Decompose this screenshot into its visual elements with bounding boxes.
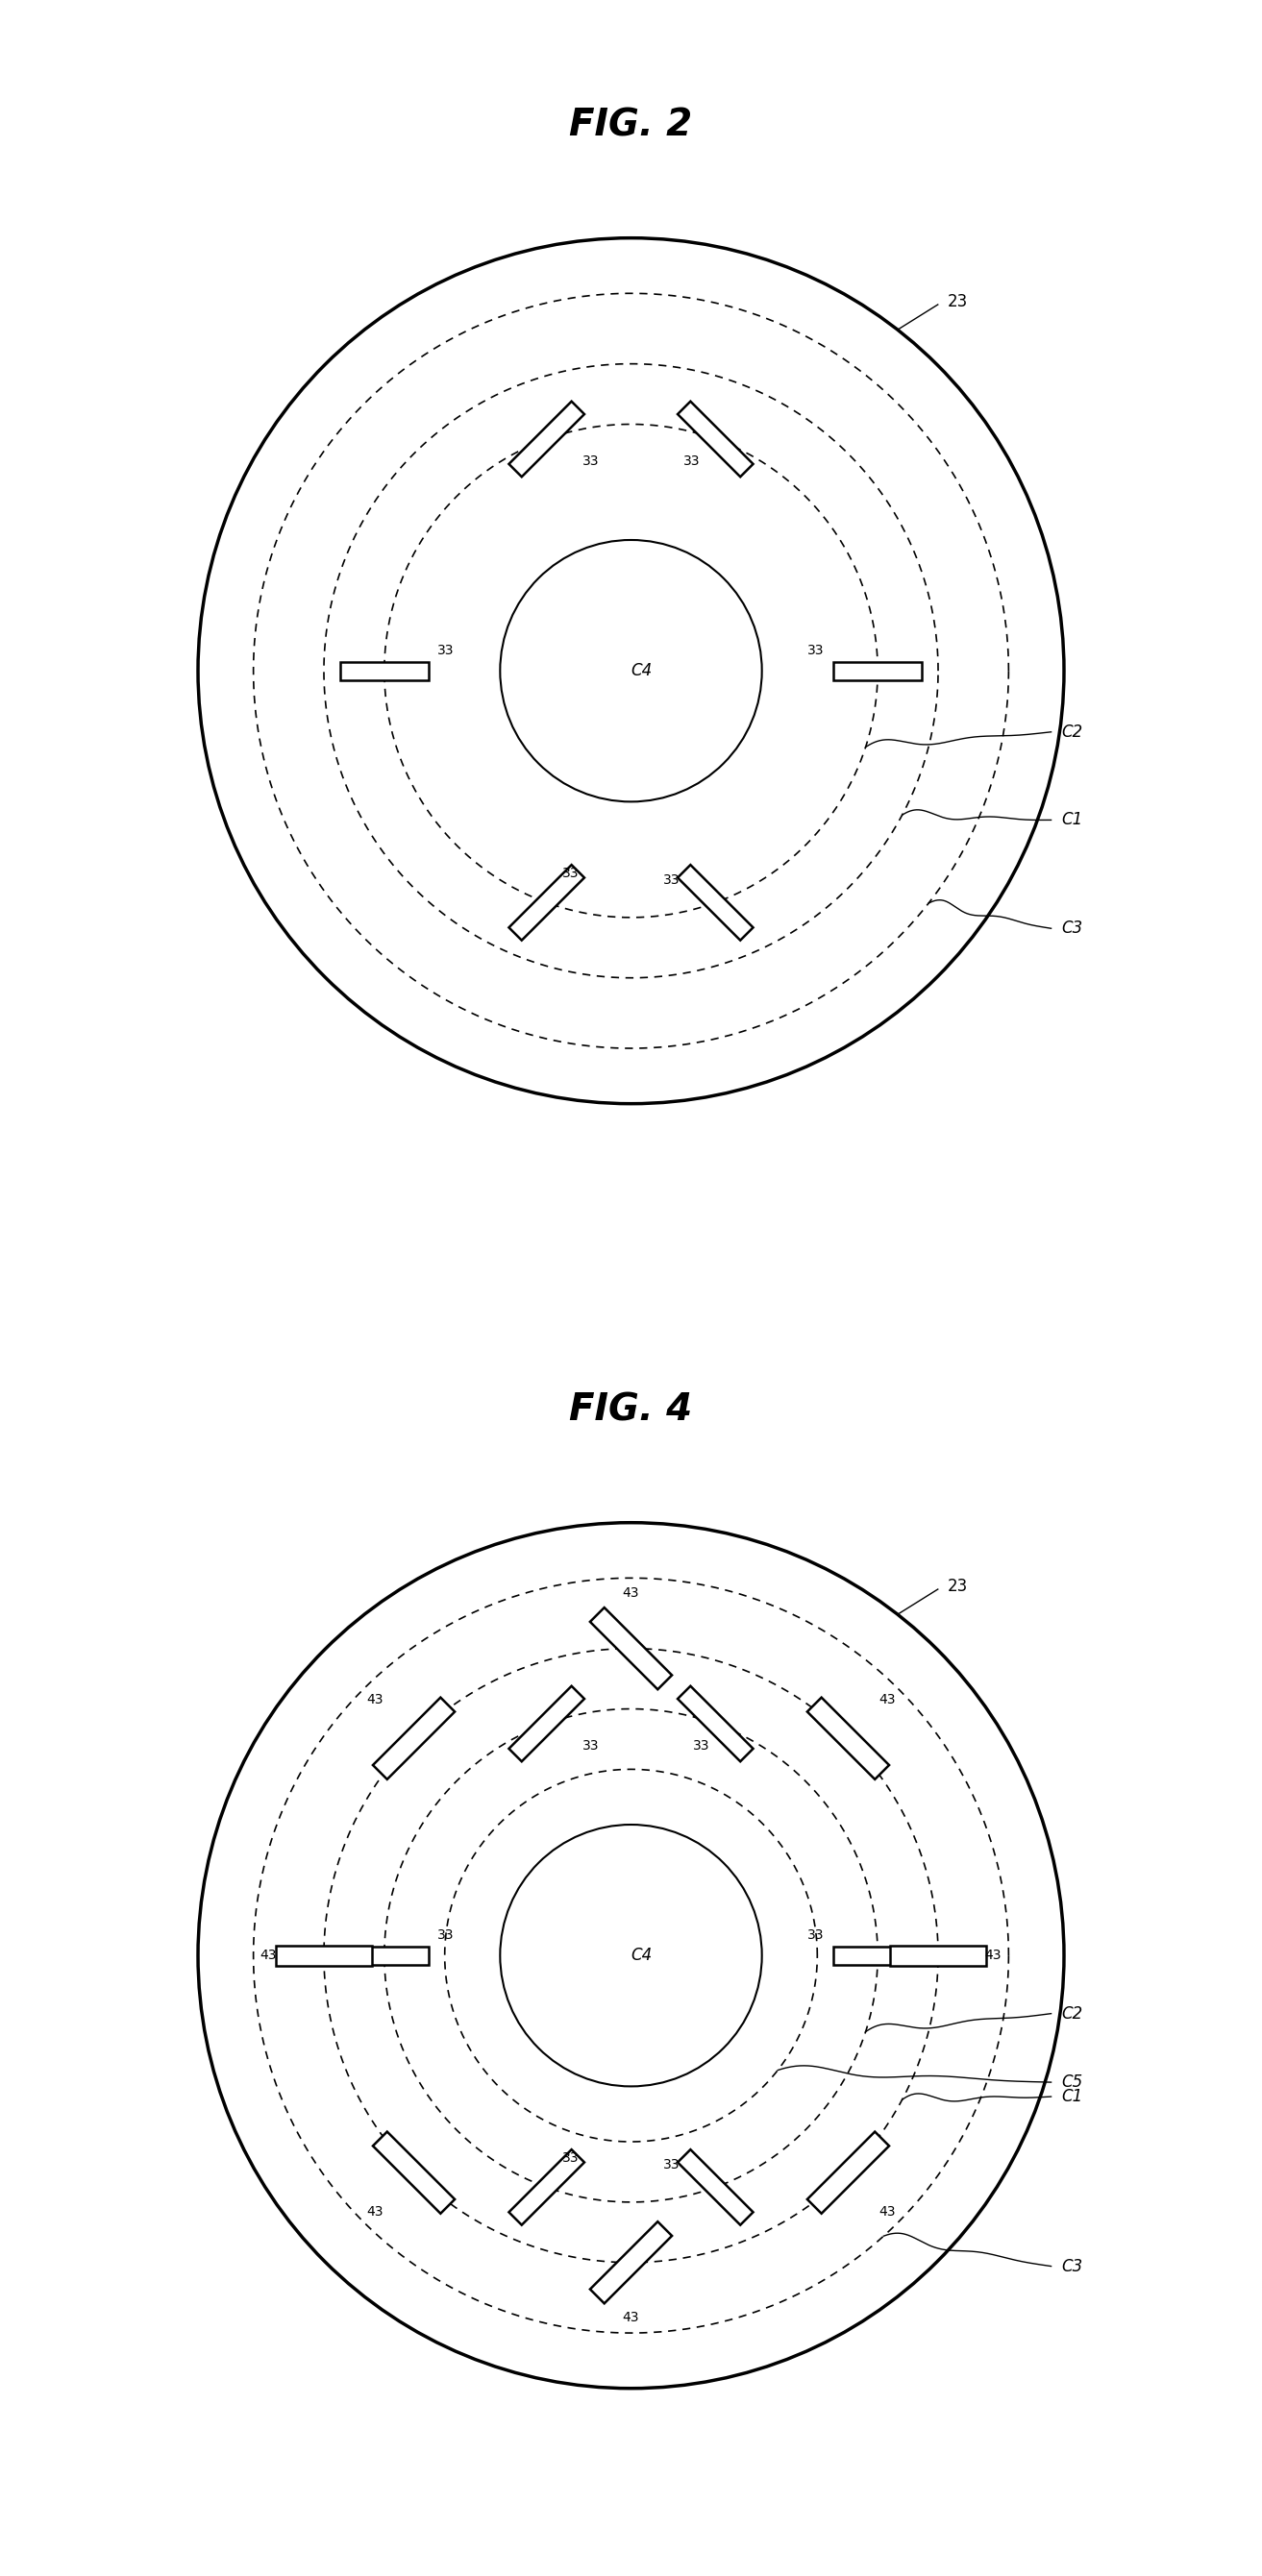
Text: C3: C3 [1061,920,1083,938]
Polygon shape [808,1698,890,1780]
Polygon shape [339,662,429,680]
Text: 43: 43 [878,1692,896,1705]
Text: FIG. 4: FIG. 4 [569,1391,693,1427]
Text: C3: C3 [1061,2257,1083,2275]
Text: 33: 33 [663,873,680,886]
Text: FIG. 2: FIG. 2 [569,108,693,144]
Text: 33: 33 [562,2151,579,2164]
Text: 33: 33 [808,1929,824,1942]
Text: 33: 33 [693,1739,711,1752]
Text: 43: 43 [622,2311,640,2324]
Polygon shape [678,1687,753,1762]
Text: C4: C4 [631,662,651,680]
Text: 43: 43 [878,2205,896,2218]
Polygon shape [509,866,584,940]
Polygon shape [890,1945,986,1965]
Polygon shape [808,2133,890,2213]
Text: 43: 43 [622,1587,640,1600]
Polygon shape [833,1947,923,1965]
Text: 33: 33 [582,453,599,469]
Polygon shape [509,1687,584,1762]
Polygon shape [678,2148,753,2226]
Text: 23: 23 [948,1577,968,1595]
Polygon shape [678,866,753,940]
Text: 33: 33 [582,1739,599,1752]
Text: 33: 33 [438,1929,454,1942]
Text: C1: C1 [1061,2089,1083,2105]
Polygon shape [339,1947,429,1965]
Text: 33: 33 [438,644,454,657]
Text: 43: 43 [986,1950,1002,1963]
Text: C1: C1 [1061,811,1083,829]
Polygon shape [509,402,584,477]
Text: 43: 43 [366,1692,384,1705]
Text: 43: 43 [366,2205,384,2218]
Polygon shape [509,2148,584,2226]
Text: 43: 43 [260,1950,276,1963]
Text: 23: 23 [948,294,968,309]
Polygon shape [276,1945,372,1965]
Text: C5: C5 [1061,2074,1083,2092]
Text: 33: 33 [808,644,824,657]
Text: 33: 33 [683,453,700,469]
Polygon shape [372,2133,454,2213]
Text: C2: C2 [1061,2004,1083,2022]
Polygon shape [372,1698,454,1780]
Polygon shape [591,1607,671,1690]
Polygon shape [833,662,923,680]
Polygon shape [591,2221,671,2303]
Text: 33: 33 [562,866,579,881]
Text: C2: C2 [1061,724,1083,739]
Polygon shape [678,402,753,477]
Text: 33: 33 [663,2159,680,2172]
Text: C4: C4 [631,1947,651,1963]
